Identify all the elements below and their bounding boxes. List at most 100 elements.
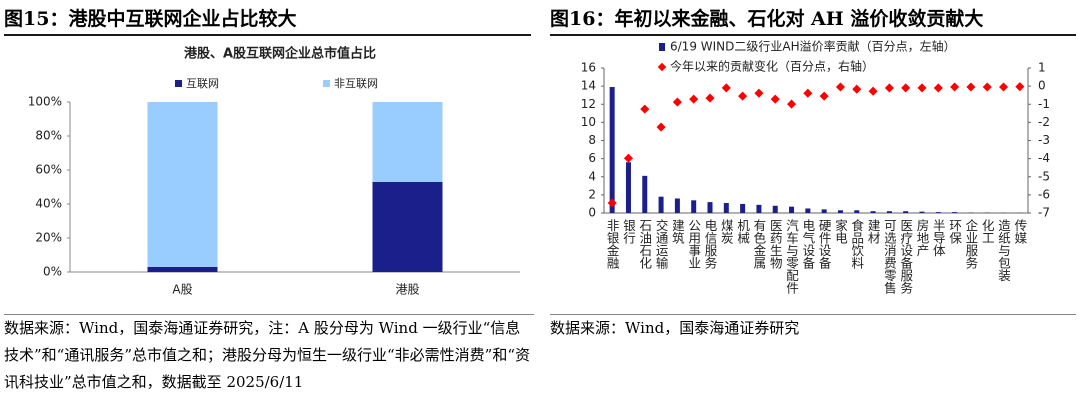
y2-tick-label: -7 [1038, 206, 1050, 220]
x-tick-label: 传媒 [1012, 218, 1027, 244]
x-tick-label: 非银金融 [605, 219, 620, 270]
y-tick-label: 10 [581, 115, 596, 129]
bar [642, 175, 648, 213]
bar [147, 102, 218, 267]
y-tick-label: 8 [588, 133, 596, 147]
x-tick-label: 化工 [980, 219, 995, 244]
x-tick-label: 港股 [395, 283, 419, 297]
bar [854, 210, 860, 213]
legend-swatch [175, 80, 182, 87]
legend-label: 非互联网 [334, 77, 378, 90]
bar [372, 102, 443, 182]
y2-tick-label: -5 [1038, 169, 1050, 183]
bar [919, 211, 925, 213]
bar [691, 200, 697, 213]
x-tick-label: 电信服务 [703, 219, 718, 269]
point [754, 88, 764, 98]
bar [886, 211, 892, 213]
x-tick-label: 公用事业 [686, 219, 701, 269]
x-tick-label: 房地产 [915, 218, 930, 257]
point [787, 99, 797, 109]
point [656, 122, 666, 132]
y2-tick-label: 1 [1038, 61, 1046, 75]
legend-swatch [659, 43, 665, 51]
point [672, 97, 682, 107]
chart: 0 2 4 6 8 10 12 14 16 -7 -6 -5 -4 -3 -2 -1 0 1 6/19 WIND二级… [581, 39, 1050, 295]
point [721, 83, 731, 93]
x-tick-label: 电气设备 [800, 219, 815, 270]
point [852, 84, 862, 94]
bar [723, 203, 729, 213]
bar [805, 208, 811, 213]
x-tick-label: 建材 [866, 219, 881, 244]
y2-tick-label: -2 [1038, 115, 1050, 129]
x-tick-label: 机械 [735, 219, 750, 244]
y-tick-label: 14 [581, 79, 596, 93]
x-tick-label: 企业服务 [963, 218, 978, 269]
point [705, 93, 715, 103]
y-tick-label: 40% [35, 197, 62, 211]
y-tick-label: 20% [35, 231, 62, 245]
x-tick-label: 食品饮料 [849, 218, 864, 269]
y2-tick-label: -1 [1038, 97, 1050, 111]
x-tick-label: 汽车与零配件 [784, 218, 799, 294]
x-tick-label: 半导体 [931, 219, 946, 257]
y2-tick-label: -6 [1038, 187, 1050, 201]
x-tick-label: 煤炭 [719, 219, 734, 245]
x-tick-label: A股 [172, 283, 192, 297]
x-tick-label: 交通运输 [654, 218, 669, 270]
x-tick-label: 医疗设备服务 [898, 219, 913, 294]
bar [870, 211, 876, 213]
point [803, 88, 813, 98]
bar [740, 203, 746, 213]
y-tick-label: 0% [43, 265, 62, 279]
point [835, 82, 845, 92]
y-tick-label: 16 [581, 61, 596, 75]
source-note: 数据来源：Wind，国泰海通证券研究 [550, 314, 1076, 342]
point [950, 82, 960, 92]
legend-label: 互联网 [186, 77, 219, 90]
point [640, 104, 650, 114]
figure-heading: 图16：年初以来金融、石化对 AH 溢价收敛贡献大 [550, 4, 1076, 36]
x-tick-label: 造纸与包装 [996, 219, 1011, 282]
legend-swatch [323, 80, 330, 87]
point [917, 83, 927, 93]
chart-title: 港股、A股互联网企业总市值占比 [184, 46, 376, 62]
source-note: 数据来源：Wind，国泰海通证券研究，注：A 股分母为 Wind 一级行业“信息… [4, 314, 534, 396]
bar [789, 206, 795, 213]
bar [903, 211, 909, 213]
legend-swatch [657, 62, 667, 72]
bar [935, 212, 941, 213]
point [770, 94, 780, 104]
point [982, 82, 992, 92]
bar [625, 162, 631, 213]
y-tick-label: 0 [588, 206, 596, 220]
x-tick-label: 建筑 [670, 219, 685, 245]
point [999, 82, 1009, 92]
bar [674, 198, 680, 213]
y2-tick-label: -4 [1038, 151, 1050, 165]
bar [658, 196, 664, 213]
bar [952, 212, 958, 213]
y-tick-label: 6 [588, 151, 596, 165]
y-tick-label: 60% [35, 163, 62, 177]
point [623, 153, 633, 163]
point [819, 91, 829, 101]
bar [609, 87, 615, 213]
y-tick-label: 80% [35, 129, 62, 143]
point [689, 94, 699, 104]
point [607, 198, 617, 208]
bar [772, 205, 778, 213]
x-tick-label: 可选消费零售 [882, 219, 897, 294]
bar [707, 202, 713, 213]
bar [372, 181, 443, 272]
legend-label: 6/19 WIND二级行业AH溢价率贡献（百分点，左轴） [670, 39, 956, 54]
x-tick-label: 硬件设备 [817, 219, 832, 270]
x-tick-label: 环保 [947, 219, 962, 244]
y-tick-label: 2 [588, 187, 596, 201]
y-tick-label: 100% [28, 95, 62, 109]
point [1015, 82, 1025, 92]
point [966, 82, 976, 92]
